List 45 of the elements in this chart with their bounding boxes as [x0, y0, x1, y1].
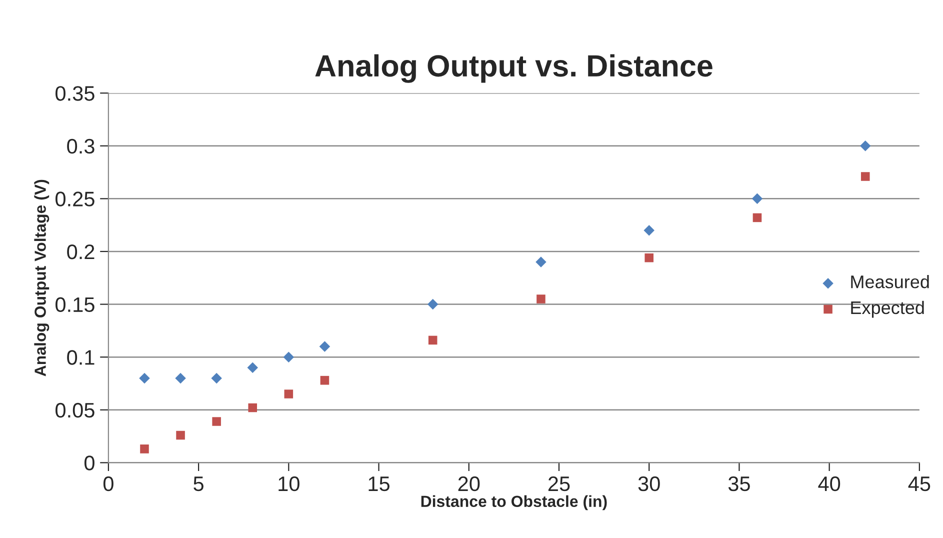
point — [319, 341, 330, 352]
y-tick-label: 0.1 — [67, 350, 94, 365]
x-tick-label: 15 — [368, 476, 390, 492]
point — [428, 336, 438, 345]
x-tick-label: 30 — [638, 476, 660, 492]
chart-title: Analog Output vs. Distance — [315, 54, 712, 83]
point — [283, 352, 294, 362]
point — [248, 403, 258, 412]
x-axis-title: Distance to Obstacle (in) — [421, 495, 607, 510]
x-tick-label: 20 — [458, 476, 480, 492]
y-tick-label: 0.35 — [56, 86, 94, 101]
legend-label: Expected — [851, 300, 924, 318]
legend-label: Measured — [851, 275, 929, 288]
point — [176, 430, 185, 440]
x-tick-label: 35 — [728, 476, 750, 492]
y-tick-label: 0 — [84, 456, 94, 470]
point — [752, 213, 762, 222]
point — [536, 294, 546, 304]
point — [212, 417, 221, 426]
y-tick-label: 0.3 — [67, 138, 94, 154]
y-axis-title: Analog Output Voltage (V) — [34, 180, 50, 376]
point — [140, 444, 149, 454]
point — [644, 253, 654, 262]
point — [247, 362, 258, 374]
x-tick-label: 45 — [908, 476, 930, 492]
y-tick-label: 0.2 — [67, 244, 94, 260]
point — [320, 376, 330, 385]
x-tick-label: 25 — [548, 476, 570, 492]
point — [860, 172, 870, 181]
point — [644, 224, 654, 236]
point — [752, 193, 763, 204]
y-tick-label: 0.25 — [56, 192, 94, 206]
point — [536, 256, 546, 268]
point — [284, 390, 294, 398]
point — [175, 372, 186, 384]
y-tick-label: 0.05 — [56, 402, 94, 418]
point — [211, 372, 222, 384]
x-tick-label: 40 — [818, 476, 840, 492]
point — [139, 372, 150, 384]
point — [427, 298, 438, 310]
x-tick-label: 10 — [278, 476, 300, 492]
x-tick-label: 0 — [103, 476, 114, 492]
x-tick-label: 5 — [194, 476, 204, 492]
point — [860, 140, 871, 152]
y-tick-label: 0.15 — [56, 297, 94, 312]
